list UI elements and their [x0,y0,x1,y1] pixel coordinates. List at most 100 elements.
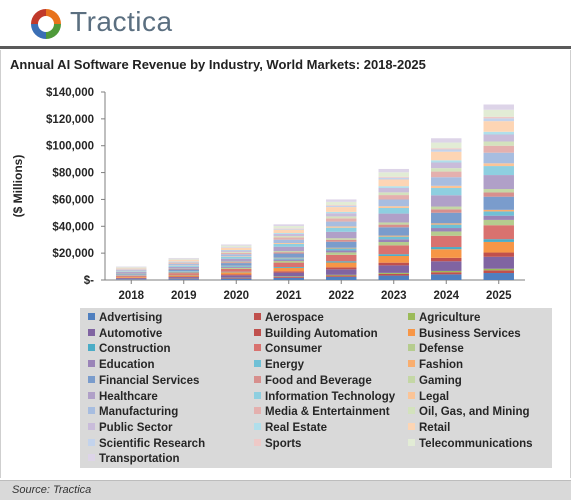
bar-segment [169,263,199,264]
bar-segment [221,263,251,266]
x-tick-label: 2023 [381,290,407,302]
bar-segment [431,168,461,171]
bar-segment [326,269,356,275]
bar-segment [221,262,251,263]
legend-label: Sports [265,438,301,450]
legend-swatch [254,344,261,351]
bar-segment [274,247,304,251]
bar-segment [221,272,251,274]
legend-swatch [408,407,415,414]
legend-label: Retail [419,422,450,434]
bar-segment [326,255,356,261]
bar-segment [221,247,251,248]
bar-segment [379,236,409,237]
bar-segment [484,273,514,280]
legend-swatch [408,329,415,336]
bar-segment [169,258,199,259]
tractica-logo-icon [28,6,64,42]
y-tick-label: $80,000 [52,168,94,180]
bar-segment [484,270,514,273]
legend-swatch [408,439,415,446]
legend-item: Gaming [408,374,462,388]
bar-segment [326,206,356,207]
legend-swatch [254,360,261,367]
bar-segment [379,169,409,172]
legend-label: Oil, Gas, and Mining [419,406,530,418]
bar-segment [326,250,356,252]
bar-segment [116,268,146,269]
bar-segment [274,230,304,233]
legend-swatch [408,376,415,383]
logo-segment [31,24,46,39]
legend-swatch [88,344,95,351]
bar-segment [326,275,356,276]
legend-swatch [408,423,415,430]
x-tick-label: 2019 [171,290,197,302]
bar-segment [274,236,304,237]
bar-segment [221,278,251,279]
bar-segment [116,269,146,270]
legend-swatch [408,360,415,367]
legend-label: Construction [99,343,171,355]
bar-segment [326,238,356,240]
legend-item: Building Automation [254,327,378,341]
bar-segment [116,277,146,278]
bar-segment [274,228,304,229]
bar-segment [221,250,251,251]
legend-label: Legal [419,391,449,403]
legend-label: Gaming [419,375,462,387]
legend-item: Manufacturing [88,405,178,419]
legend-item: Media & Entertainment [254,405,390,419]
legend-swatch [88,423,95,430]
bar-segment [484,192,514,196]
legend-item: Aerospace [254,311,324,325]
bar-segment [484,146,514,153]
y-tick-label: $40,000 [52,221,94,233]
bar-segment [326,226,356,227]
legend-label: Information Technology [265,391,395,403]
bar-segment [326,213,356,216]
bar-segment [379,179,409,186]
bar-segment [116,270,146,271]
bar-segment [274,258,304,259]
legend-swatch [88,392,95,399]
bar-segment [326,277,356,280]
bar-segment [431,209,461,212]
bar-segment [379,276,409,280]
bar-segment [116,267,146,268]
bar-segment [326,263,356,268]
bar-segment [431,207,461,210]
bar-segment [431,149,461,151]
stacked-bar-chart: $-$20,000$40,000$60,000$80,000$100,000$1… [0,75,571,305]
bar-segment [221,256,251,257]
bar-segment [221,269,251,272]
bar-segment [484,153,514,164]
bar-segment [431,213,461,224]
bar-segment [484,135,514,142]
bar-segment [379,186,409,188]
legend-item: Food and Beverage [254,374,372,388]
y-tick-label: $20,000 [52,248,94,260]
bar-segment [431,186,461,188]
bar-segment [431,274,461,280]
bar-segment [484,225,514,239]
bar-segment [431,247,461,249]
bar-segment [326,249,356,251]
legend-label: Manufacturing [99,406,178,418]
legend-label: Defense [419,343,464,355]
bar-segment [274,263,304,267]
legend-item: Defense [408,342,464,356]
bar-segment [274,226,304,228]
legend-swatch [254,313,261,320]
bar-segment [379,273,409,274]
bar-segment [274,244,304,247]
bar-segment [274,243,304,244]
legend-swatch [88,407,95,414]
header-divider [0,46,571,49]
bar-segment [431,231,461,235]
bar-segment [379,245,409,254]
legend-item: Sports [254,437,301,451]
bar-segment [116,270,146,271]
bar-segment [379,263,409,266]
bar-segment [169,277,199,278]
